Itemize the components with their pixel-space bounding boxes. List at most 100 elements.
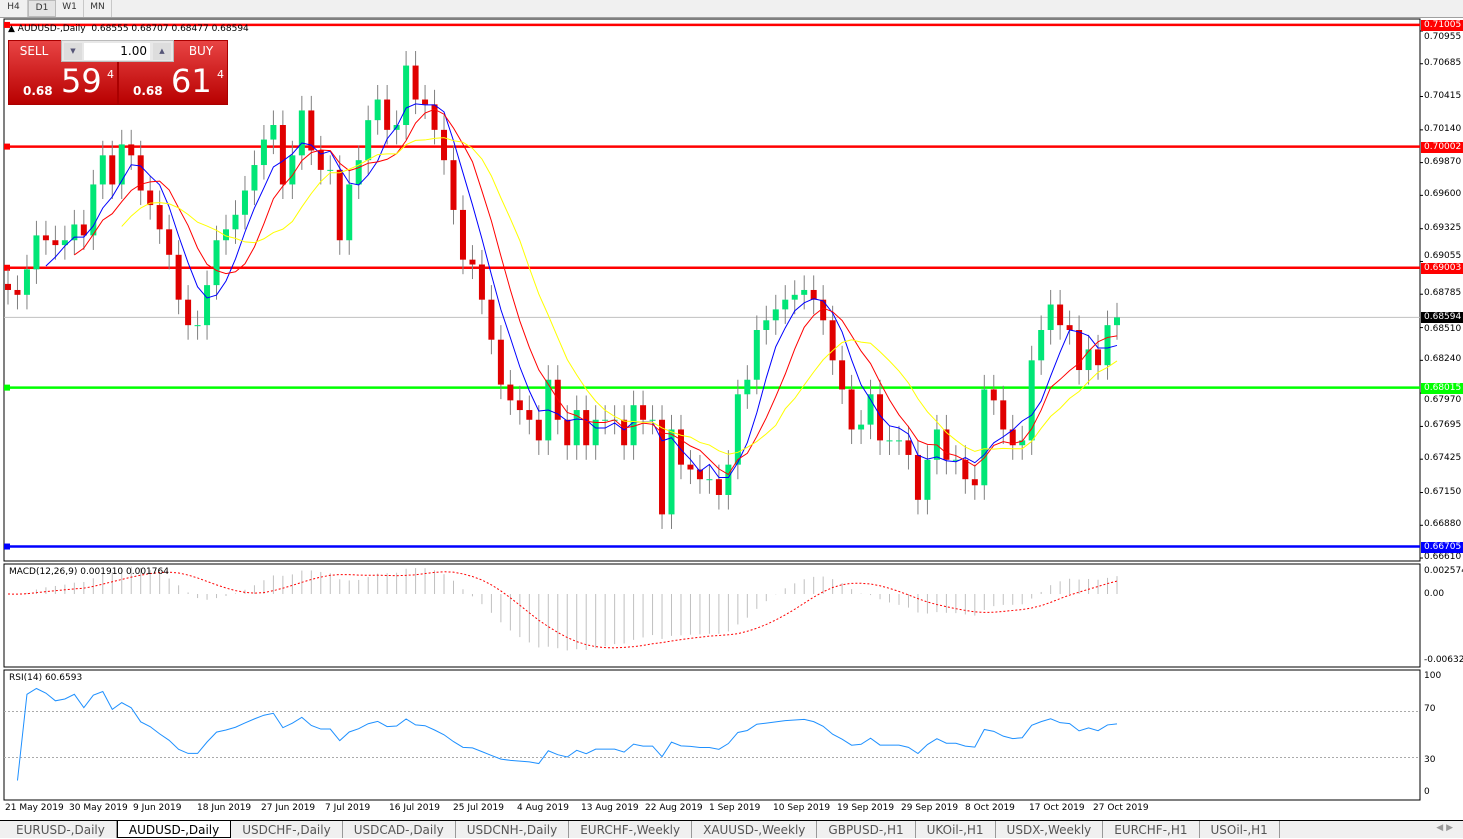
candle-body (725, 464, 732, 495)
timeframe-d1[interactable]: D1 (28, 0, 56, 17)
date-axis-label: 30 May 2019 (69, 803, 128, 813)
candle-body (185, 299, 192, 326)
candle-body (459, 209, 466, 260)
candle-body (23, 269, 30, 295)
candle-body (109, 155, 116, 185)
candle-body (602, 419, 609, 421)
candle-body (289, 155, 296, 185)
candle-body (791, 294, 798, 300)
tab-audusd-daily[interactable]: AUDUSD-,Daily (116, 821, 232, 838)
tab-eurusd-daily[interactable]: EURUSD-,Daily (5, 821, 117, 838)
tab-gbpusd-h1[interactable]: GBPUSD-,H1 (817, 821, 916, 838)
price-axis-tick: 0.69870 (1424, 156, 1462, 167)
date-axis-label: 16 Jul 2019 (389, 803, 440, 813)
macd-title: MACD(12,26,9) 0.001910 0.001764 (9, 567, 169, 577)
date-axis-label: 8 Oct 2019 (965, 803, 1015, 813)
price-axis-tick: 0.68510 (1424, 324, 1462, 335)
candle-body (1000, 400, 1007, 430)
level-price-tag: 0.71005 (1421, 19, 1463, 31)
tab-scroll-arrows[interactable]: ◀ ▶ (1436, 823, 1453, 833)
candle-body (118, 144, 125, 185)
candle-body (441, 129, 448, 161)
rsi-line (16, 687, 1118, 781)
candle-body (365, 120, 372, 161)
timeframe-mn[interactable]: MN (84, 0, 112, 17)
macd-axis-min: -0.006326 (1424, 655, 1463, 665)
candle-body (260, 139, 267, 166)
candle-body (801, 289, 808, 295)
candle-body (61, 240, 68, 246)
date-axis-label: 18 Jun 2019 (197, 803, 252, 813)
candle-body (1028, 360, 1035, 441)
date-axis-label: 13 Aug 2019 (581, 803, 639, 813)
candle-body (232, 214, 239, 230)
sell-label: SELL (19, 44, 49, 58)
candle-body (478, 264, 485, 300)
level-handle (4, 543, 10, 550)
candle-body (962, 459, 969, 480)
date-axis-label: 10 Sep 2019 (773, 803, 831, 813)
candle-body (782, 299, 789, 310)
candle-body (270, 125, 277, 140)
sell-price-pips: 59 (61, 62, 102, 100)
candle-body (175, 254, 182, 300)
candle-body (317, 150, 324, 170)
candle-body (422, 99, 429, 105)
candle-body (412, 65, 419, 100)
price-axis-tick: 0.67970 (1424, 394, 1462, 405)
rsi-title: RSI(14) 60.6593 (9, 673, 83, 683)
tab-xauusd-weekly[interactable]: XAUUSD-,Weekly (692, 821, 818, 838)
tab-usoil-h1[interactable]: USOil-,H1 (1200, 821, 1280, 838)
current-price-tag: 0.68594 (1421, 312, 1463, 324)
candle-body (981, 389, 988, 486)
tab-usdcnh-daily[interactable]: USDCNH-,Daily (456, 821, 570, 838)
lot-input[interactable]: 1.00 (84, 43, 150, 60)
candle-body (753, 330, 760, 380)
price-axis-tick: 0.66880 (1424, 519, 1462, 530)
candle-body (251, 165, 258, 191)
macd-signal-line (7, 571, 1118, 649)
candle-body (668, 429, 675, 515)
tab-eurchf-h1[interactable]: EURCHF-,H1 (1103, 821, 1200, 838)
buy-price-fraction: 4 (217, 68, 224, 81)
candle-body (80, 224, 87, 236)
macd-axis-max: 0.002574 (1424, 566, 1463, 576)
candle-body (867, 394, 874, 425)
candle-body (507, 384, 514, 401)
tab-usdx-weekly[interactable]: USDX-,Weekly (996, 821, 1104, 838)
tab-usdchf-daily[interactable]: USDCHF-,Daily (231, 821, 343, 838)
date-axis-label: 29 Sep 2019 (901, 803, 959, 813)
timeframe-h4[interactable]: H4 (0, 0, 28, 17)
lot-increase-button[interactable]: ▲ (153, 43, 171, 60)
date-axis-label: 27 Jun 2019 (261, 803, 316, 813)
candle-body (336, 169, 343, 241)
candle-body (42, 235, 49, 241)
date-axis-label: 1 Sep 2019 (709, 803, 761, 813)
candle-body (829, 320, 836, 361)
level-price-tag: 0.69003 (1421, 262, 1463, 274)
tab-eurchf-weekly[interactable]: EURCHF-,Weekly (569, 821, 693, 838)
candle-body (772, 309, 779, 321)
candle-body (147, 190, 154, 206)
lot-decrease-button[interactable]: ▼ (64, 43, 82, 60)
tab-ukoil-h1[interactable]: UKOil-,H1 (916, 821, 996, 838)
candle-body (279, 125, 286, 185)
candle-body (696, 469, 703, 480)
symbol-label: AUDUSD-,Daily (17, 24, 86, 34)
lot-stepper: ▼ 1.00 ▲ (61, 40, 174, 62)
candle-body (990, 389, 997, 401)
candle-body (573, 410, 580, 446)
candle-body (241, 190, 248, 215)
candle-body (403, 65, 410, 126)
candle-body (128, 144, 135, 156)
candle-body (886, 440, 893, 442)
tab-usdcad-daily[interactable]: USDCAD-,Daily (343, 821, 456, 838)
candle-body (895, 440, 902, 442)
chart-header: ▲ AUDUSD-,Daily 0.68555 0.68707 0.68477 … (8, 24, 249, 34)
ohlc-values: 0.68555 0.68707 0.68477 0.68594 (91, 24, 249, 34)
timeframe-w1[interactable]: W1 (56, 0, 84, 17)
price-axis-tick: 0.70415 (1424, 90, 1462, 101)
candle-body (497, 339, 504, 385)
candle-body (744, 379, 751, 395)
